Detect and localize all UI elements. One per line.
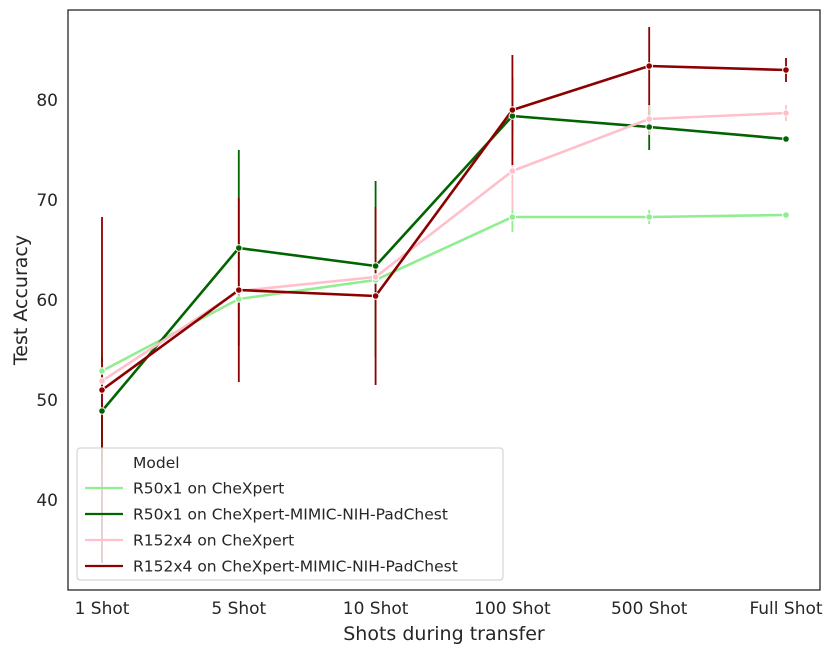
x-axis-label: Shots during transfer [343, 623, 545, 645]
legend-label: R50x1 on CheXpert-MIMIC-NIH-PadChest [133, 506, 448, 524]
data-point [371, 273, 380, 281]
data-point [371, 292, 380, 300]
legend-label: R152x4 on CheXpert-MIMIC-NIH-PadChest [133, 558, 458, 576]
data-point [645, 213, 654, 221]
data-point [645, 115, 654, 123]
y-tick-label: 50 [36, 391, 58, 411]
series-line [100, 111, 788, 383]
data-point [645, 62, 654, 70]
data-point [98, 407, 106, 415]
data-point [782, 109, 790, 117]
x-axis-ticks: 1 Shot 5 Shot 10 Shot 100 Shot 500 Shot Full … [75, 599, 823, 619]
plot-area [67, 9, 821, 591]
x-tick-label: 100 Shot [474, 599, 551, 619]
legend-title: Model [133, 454, 180, 472]
data-point [508, 213, 517, 221]
series-line [100, 64, 788, 392]
data-point [371, 262, 380, 270]
data-point [508, 167, 517, 175]
data-points [98, 62, 790, 415]
y-axis-label: Test Accuracy [10, 235, 32, 366]
data-point [508, 106, 517, 114]
data-point [98, 377, 106, 385]
data-point [235, 295, 243, 303]
legend-label: R152x4 on CheXpert [133, 532, 294, 550]
data-point [645, 123, 654, 131]
data-point [235, 286, 243, 294]
legend-box [76, 447, 504, 581]
y-axis-ticks: 40 50 60 70 80 [36, 91, 58, 511]
legend-label: R50x1 on CheXpert [133, 480, 284, 498]
data-point [98, 367, 106, 375]
data-point [782, 66, 790, 74]
series-line [100, 114, 788, 413]
data-point [235, 244, 243, 252]
x-tick-label: Full Shot [749, 599, 822, 619]
x-tick-label: 1 Shot [75, 599, 130, 619]
x-tick-label: 5 Shot [211, 599, 266, 619]
data-point [782, 211, 790, 219]
y-tick-label: 60 [36, 291, 58, 311]
legend-items: R50x1 on CheXpert R50x1 on CheXpert-MIMIC… [85, 480, 458, 576]
y-tick-label: 80 [36, 91, 58, 111]
series-lines [100, 64, 788, 413]
series-line [100, 213, 788, 373]
data-point [98, 386, 106, 394]
y-tick-label: 40 [36, 491, 58, 511]
y-tick-label: 70 [36, 191, 58, 211]
x-tick-label: 500 Shot [611, 599, 688, 619]
x-tick-label: 10 Shot [343, 599, 409, 619]
data-point [782, 135, 790, 143]
